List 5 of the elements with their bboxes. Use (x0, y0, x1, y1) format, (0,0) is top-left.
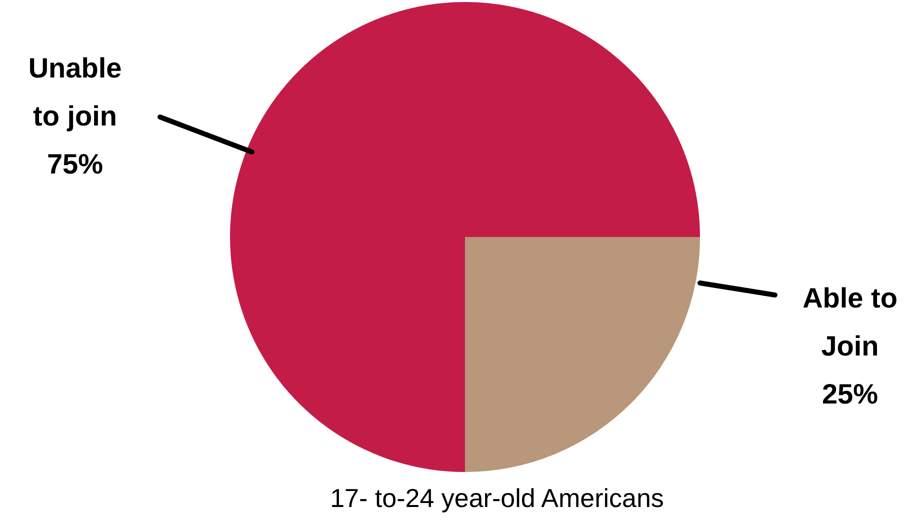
slice-label: Able to Join (802, 282, 898, 362)
slice-label: Unable to join (28, 52, 122, 132)
text: 17- to-24 year-old Americans (330, 483, 664, 514)
data-label: 25% (822, 378, 878, 410)
data-label: 75% (46, 148, 104, 180)
